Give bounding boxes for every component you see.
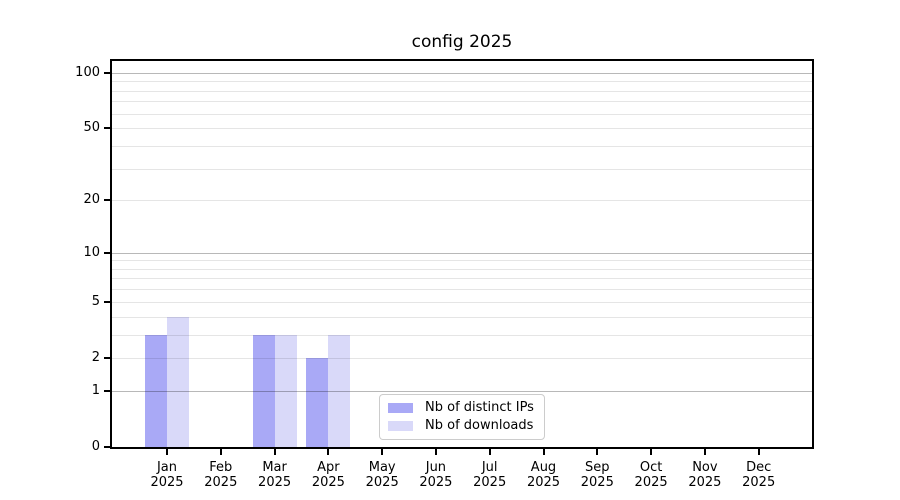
gridline-minor-70	[112, 101, 812, 103]
legend: Nb of distinct IPs Nb of downloads	[379, 394, 545, 440]
y-axis-tick-label-1: 1	[91, 382, 100, 398]
gridline-minor-7	[112, 278, 812, 280]
x-axis-tick-mar	[273, 449, 276, 455]
x-axis-tick-label-sep: Sep 2025	[580, 460, 614, 490]
gridline-minor-60	[112, 113, 812, 115]
gridline-minor-9	[112, 260, 812, 262]
y-axis-tick-label-5: 5	[91, 293, 100, 309]
y-axis-tick-0	[104, 446, 110, 448]
bar-distinct-ips-apr	[306, 357, 329, 447]
y-axis-tick-label-2: 2	[91, 349, 100, 365]
gridline-100	[112, 72, 812, 74]
x-axis-tick-jan	[166, 449, 168, 455]
x-axis-tick-label-aug: Aug 2025	[526, 460, 561, 490]
bar-downloads-apr	[328, 334, 351, 447]
x-axis-tick-label-mar: Mar 2025	[258, 460, 292, 490]
gridline-minor-80	[112, 90, 812, 92]
gridline-minor-8	[112, 268, 812, 270]
legend-swatch-distinct-ips	[388, 403, 413, 413]
gridline-minor-30	[112, 168, 812, 170]
legend-label-distinct-ips: Nb of distinct IPs	[425, 400, 534, 415]
x-axis-tick-feb	[219, 449, 222, 455]
legend-entry-downloads: Nb of downloads	[388, 419, 535, 433]
y-axis-tick-label-20: 20	[83, 192, 100, 208]
bar-distinct-ips-jan	[145, 334, 167, 447]
legend-entry-distinct-ips: Nb of distinct IPs	[388, 401, 535, 415]
gridline-20	[112, 200, 812, 202]
x-axis-tick-sep	[596, 449, 599, 455]
x-axis-tick-oct	[650, 449, 653, 455]
y-axis-tick-label-100: 100	[75, 64, 100, 80]
x-axis-tick-jul	[488, 449, 491, 455]
x-axis-tick-jun	[434, 449, 437, 455]
chart-title: config 2025	[411, 32, 513, 52]
x-axis-tick-dec	[757, 449, 760, 455]
gridline-minor-3	[112, 334, 812, 336]
y-axis-tick-100	[104, 71, 110, 74]
y-axis-tick-label-0: 0	[91, 439, 100, 454]
x-axis-tick-may	[381, 449, 384, 455]
y-axis-tick-20	[104, 199, 110, 202]
y-axis-tick-10	[104, 251, 110, 254]
plot-area: config 2025 100 50 20 10 5 2 1 0 Jan 2025 Feb 2025 M…	[75, 32, 814, 490]
gridline-minor-40	[112, 145, 812, 147]
gridline-5	[112, 301, 812, 303]
gridline-minor-4	[112, 316, 812, 318]
y-axis-tick-50	[104, 127, 110, 130]
gridline-50	[112, 128, 812, 130]
bar-downloads-jan	[167, 316, 189, 447]
x-axis-tick-label-feb: Feb 2025	[204, 460, 238, 490]
gridline-1	[112, 390, 812, 392]
x-axis-tick-label-jan: Jan 2025	[150, 460, 184, 490]
x-axis-tick-label-jun: Jun 2025	[419, 460, 453, 490]
x-axis-tick-label-dec: Dec 2025	[742, 460, 776, 490]
gridline-minor-90	[112, 81, 812, 83]
gridline-minor-6	[112, 289, 812, 291]
x-axis-tick-label-jul: Jul 2025	[473, 460, 507, 490]
x-axis-tick-aug	[542, 449, 545, 455]
gridline-2	[112, 357, 812, 359]
x-axis-tick-label-oct: Oct 2025	[634, 460, 668, 490]
x-axis-tick-label-apr: Apr 2025	[311, 460, 345, 490]
legend-label-downloads: Nb of downloads	[425, 418, 534, 433]
gridline-10	[112, 252, 812, 254]
y-axis-tick-2	[104, 356, 110, 359]
bar-downloads-mar	[274, 334, 297, 447]
y-axis-tick-5	[104, 300, 110, 303]
bar-distinct-ips-mar	[252, 334, 275, 447]
x-axis-tick-apr	[327, 449, 330, 455]
y-axis-tick-label-50: 50	[83, 120, 100, 136]
y-axis-tick-1	[104, 389, 110, 392]
x-axis-tick-label-may: May 2025	[365, 460, 399, 490]
x-axis-tick-label-nov: Nov 2025	[688, 460, 722, 490]
legend-swatch-downloads	[388, 421, 413, 431]
y-axis-tick-label-10: 10	[83, 244, 100, 260]
x-axis-tick-nov	[703, 449, 706, 455]
